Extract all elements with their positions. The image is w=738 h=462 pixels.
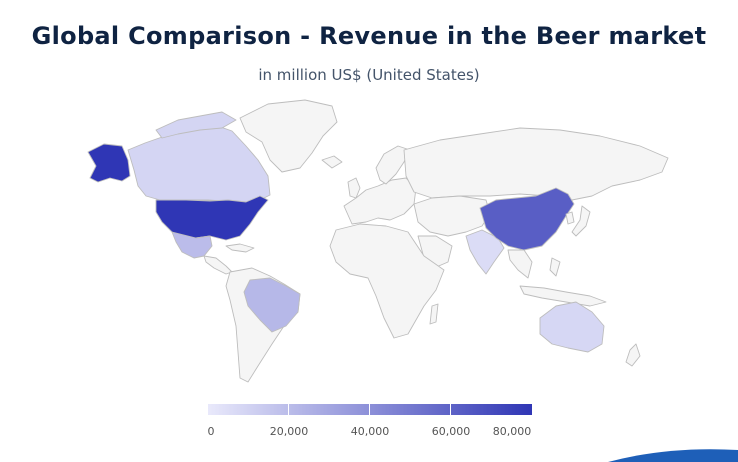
region-iceland[interactable]	[321, 155, 343, 169]
region-africa[interactable]	[329, 223, 445, 339]
region-philippines[interactable]	[549, 257, 561, 277]
legend-tick-0: 0	[207, 425, 215, 438]
region-central-asia[interactable]	[413, 195, 491, 237]
legend-color-scale	[208, 404, 532, 415]
region-india[interactable]	[465, 229, 505, 275]
region-caribbean[interactable]	[225, 243, 255, 253]
legend-tick-40000: 40,000	[350, 425, 390, 438]
corner-swoosh-decoration	[608, 449, 738, 462]
region-canada-islands[interactable]	[155, 111, 237, 139]
region-japan[interactable]	[571, 205, 591, 237]
region-madagascar[interactable]	[429, 303, 439, 325]
legend-divider	[288, 404, 289, 415]
region-new-zealand[interactable]	[625, 343, 641, 367]
legend-tick-80000: 80,000	[492, 425, 532, 438]
region-united-kingdom[interactable]	[347, 177, 361, 199]
region-brazil[interactable]	[243, 277, 301, 333]
chart-subtitle: in million US$ (United States)	[258, 66, 480, 84]
region-greenland[interactable]	[239, 99, 338, 173]
legend-tick-60000: 60,000	[431, 425, 471, 438]
region-europe[interactable]	[343, 177, 417, 225]
chart-title: Global Comparison - Revenue in the Beer …	[31, 22, 707, 50]
region-southeast-asia[interactable]	[507, 249, 533, 279]
legend-tick-20000: 20,000	[269, 425, 309, 438]
region-indonesia[interactable]	[519, 285, 607, 307]
region-united-states[interactable]	[155, 195, 269, 241]
region-russia[interactable]	[403, 127, 669, 201]
legend-divider	[369, 404, 370, 415]
legend-divider	[450, 404, 451, 415]
region-central-america[interactable]	[203, 255, 233, 275]
region-australia[interactable]	[539, 301, 605, 353]
world-map	[87, 99, 669, 383]
region-canada[interactable]	[127, 123, 271, 206]
region-korea[interactable]	[565, 211, 575, 225]
region-alaska[interactable]	[87, 143, 131, 183]
region-scandinavia[interactable]	[375, 145, 411, 185]
